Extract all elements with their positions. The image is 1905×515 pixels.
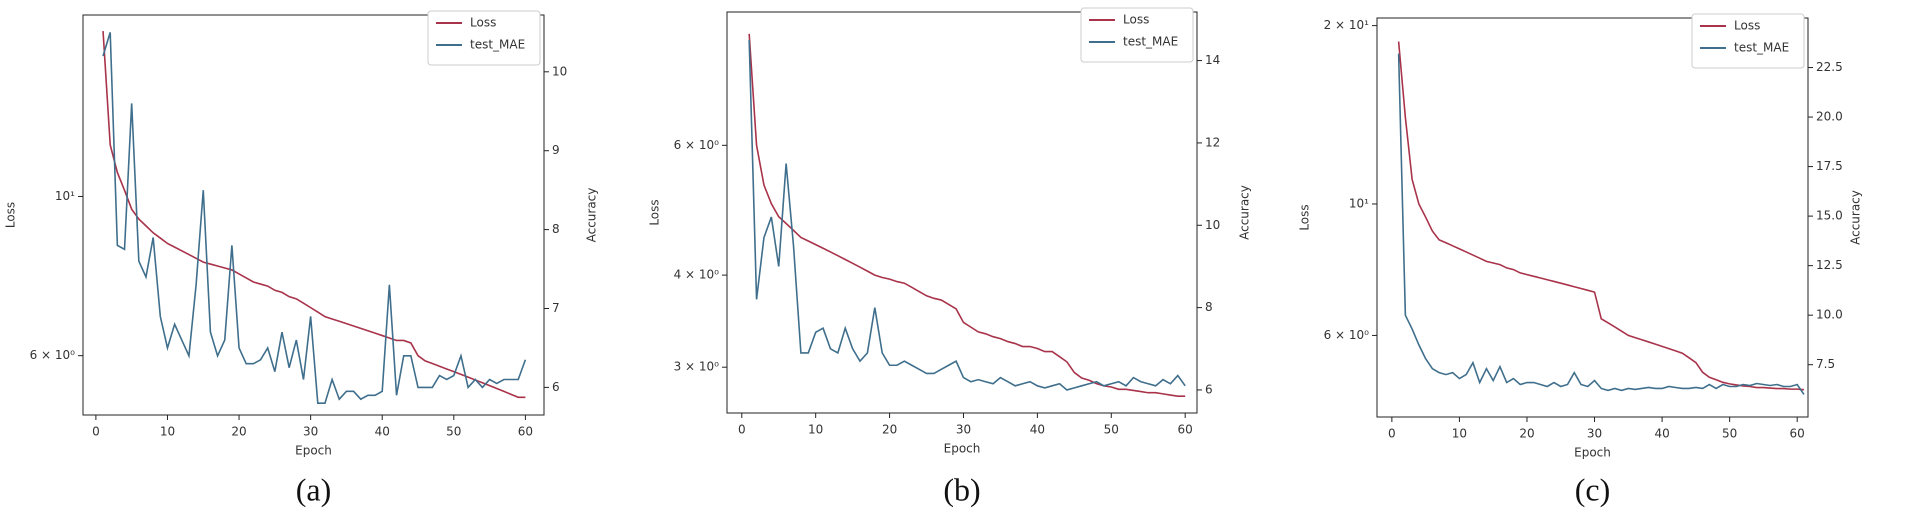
y-tick-label: 2 × 10¹ xyxy=(1324,18,1370,32)
caption: (c) xyxy=(1575,471,1611,507)
x-tick-label: 50 xyxy=(446,425,461,439)
y-axis-label: Loss xyxy=(4,202,18,228)
legend-box xyxy=(1080,7,1194,63)
plot-frame xyxy=(1376,17,1809,418)
y2-tick-label: 12 xyxy=(1205,135,1220,149)
y-tick-label: 3 × 10⁰ xyxy=(674,360,720,374)
y-tick-label: 10¹ xyxy=(55,189,75,203)
caption: (a) xyxy=(296,471,332,507)
y2-tick-label: 10.0 xyxy=(1816,308,1843,322)
legend-label: test_MAE xyxy=(1123,35,1178,49)
x-tick-label: 40 xyxy=(1654,427,1669,441)
x-tick-label: 10 xyxy=(1452,427,1467,441)
x-tick-label: 40 xyxy=(1030,423,1045,437)
x-tick-label: 60 xyxy=(1790,427,1805,441)
legend-label: test_MAE xyxy=(470,38,525,52)
legend-box xyxy=(427,10,541,66)
y2-tick-label: 15.0 xyxy=(1816,209,1843,223)
x-axis-label: Epoch xyxy=(944,442,981,456)
y-tick-label: 4 × 10⁰ xyxy=(674,268,720,282)
y2-tick-label: 12.5 xyxy=(1816,258,1843,272)
series-line xyxy=(748,39,1186,391)
x-tick-label: 30 xyxy=(303,425,318,439)
x-tick-label: 20 xyxy=(231,425,246,439)
y2-tick-label: 22.5 xyxy=(1816,60,1843,74)
y2-axis-label: Accuracy xyxy=(585,188,599,243)
series-line xyxy=(1397,41,1805,391)
y2-tick-label: 8 xyxy=(1205,300,1213,314)
x-tick-label: 30 xyxy=(1587,427,1602,441)
y2-tick-label: 7.5 xyxy=(1816,357,1835,371)
y-tick-label: 6 × 10⁰ xyxy=(1324,328,1370,342)
x-tick-label: 10 xyxy=(160,425,175,439)
x-axis-label: Epoch xyxy=(295,444,332,458)
y2-tick-label: 20.0 xyxy=(1816,110,1843,124)
y-tick-label: 6 × 10⁰ xyxy=(30,348,76,362)
x-tick-label: 60 xyxy=(1178,423,1193,437)
y-tick-label: 10¹ xyxy=(1349,196,1369,210)
x-tick-label: 0 xyxy=(1388,427,1396,441)
y2-tick-label: 6 xyxy=(1205,382,1213,396)
y2-tick-label: 8 xyxy=(552,222,560,236)
x-tick-label: 10 xyxy=(808,423,823,437)
x-tick-label: 40 xyxy=(375,425,390,439)
series-line xyxy=(748,33,1186,398)
x-tick-label: 0 xyxy=(92,425,100,439)
legend-label: Loss xyxy=(470,16,496,30)
x-tick-label: 30 xyxy=(956,423,971,437)
x-tick-label: 50 xyxy=(1104,423,1119,437)
x-tick-label: 50 xyxy=(1722,427,1737,441)
legend-label: Loss xyxy=(1123,13,1149,27)
y2-axis-label: Accuracy xyxy=(1238,185,1252,240)
y2-tick-label: 10 xyxy=(552,64,567,78)
y-tick-label: 6 × 10⁰ xyxy=(674,138,720,152)
y2-tick-label: 14 xyxy=(1205,53,1220,67)
x-axis-label: Epoch xyxy=(1574,446,1611,460)
plot-frame xyxy=(726,11,1198,414)
y2-axis-label: Accuracy xyxy=(1849,190,1863,245)
legend-box xyxy=(1691,13,1805,69)
caption: (b) xyxy=(943,471,980,507)
x-tick-label: 60 xyxy=(518,425,533,439)
y2-tick-label: 7 xyxy=(552,301,560,315)
legend-label: Loss xyxy=(1734,19,1760,33)
y2-tick-label: 6 xyxy=(552,380,560,394)
series-line xyxy=(1397,53,1805,395)
y2-tick-label: 17.5 xyxy=(1816,159,1843,173)
y-axis-label: Loss xyxy=(1298,204,1312,230)
x-tick-label: 20 xyxy=(1519,427,1534,441)
x-tick-label: 20 xyxy=(882,423,897,437)
y2-tick-label: 9 xyxy=(552,143,560,157)
x-tick-label: 0 xyxy=(738,423,746,437)
series-line xyxy=(102,32,527,404)
y-axis-label: Loss xyxy=(648,199,662,225)
y2-tick-label: 10 xyxy=(1205,218,1220,232)
legend-label: test_MAE xyxy=(1734,41,1789,55)
